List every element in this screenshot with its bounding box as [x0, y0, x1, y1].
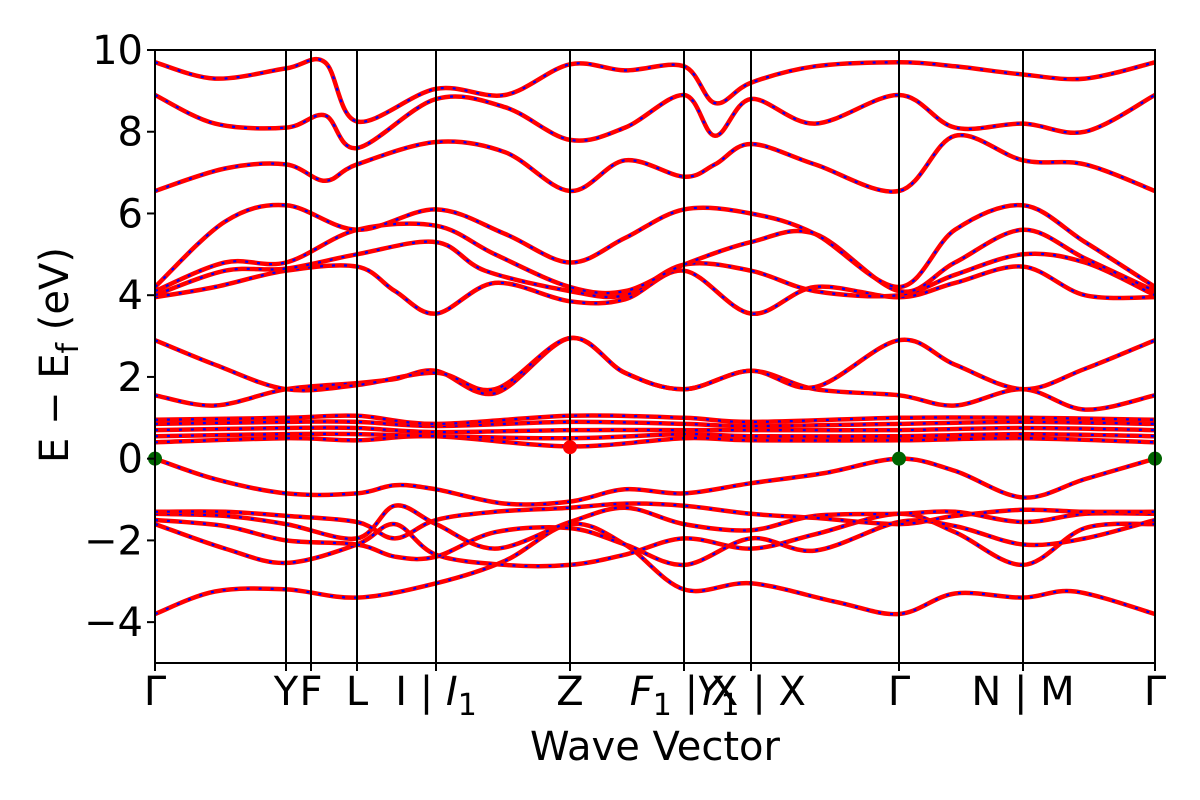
x-axis-kpath-labels: Γ L Z Γ Γ Y F I | I1 F1 | XY1 | X N | M [144, 663, 1167, 723]
band-dft-15 [155, 221, 1155, 296]
x-tick-label-10: Γ [1144, 669, 1167, 715]
band-wannier-5 [155, 457, 1155, 506]
plot-frame [154, 49, 1156, 664]
band-dft-0 [155, 521, 1155, 617]
y-tick-label-6: 8 [118, 110, 143, 156]
x-tick-label-8: Γ [888, 669, 911, 715]
band-dft-16 [155, 202, 1155, 290]
axes-frame [154, 49, 1156, 664]
band-dft-17 [155, 132, 1155, 194]
marker-point-2 [892, 451, 906, 466]
band-dft-11 [155, 335, 1155, 412]
x-kpath-text-4: Y1 | X [696, 669, 806, 723]
band-wannier-13 [155, 264, 1155, 315]
band-wannier-6 [155, 434, 1155, 448]
band-dft-5 [155, 456, 1155, 507]
x-tick-label-3: L [346, 669, 369, 715]
kpath-lines [285, 50, 1024, 663]
markers-layer [148, 440, 1162, 466]
y-tick-label-0: −4 [84, 600, 143, 646]
x-tick-label-0: Γ [144, 669, 167, 715]
band-wannier-16 [155, 203, 1155, 289]
band-dft-6 [155, 433, 1155, 449]
band-wannier-0 [155, 522, 1155, 616]
band-wannier-11 [155, 336, 1155, 411]
band-dft-12 [155, 335, 1155, 393]
marker-point-1 [563, 440, 577, 455]
y-tick-label-7: 10 [92, 28, 143, 74]
band-wannier-7 [155, 432, 1155, 440]
band-dft-19 [155, 56, 1155, 125]
band-wannier-18 [155, 93, 1155, 150]
y-axis-title: E − Ef (eV) [32, 247, 86, 463]
band-wannier-10 [155, 414, 1155, 426]
band-wannier-8 [155, 426, 1155, 434]
band-wannier-17 [155, 134, 1155, 193]
band-wannier-4 [155, 502, 1155, 540]
band-dft-1 [155, 511, 1155, 569]
x-tick-label-5: Z [556, 669, 583, 715]
x-kpath-text-0: Y [273, 669, 299, 715]
x-kpath-text-2: I | I1 [395, 669, 477, 723]
band-dft-13 [155, 263, 1155, 316]
band-dft-2 [155, 517, 1155, 568]
band-wannier-9 [155, 420, 1155, 428]
y-tick-label-4: 4 [118, 273, 143, 319]
y-axis-ticks: −4 −2 0 2 4 6 8 10 [84, 28, 155, 646]
band-dft-18 [155, 92, 1155, 151]
band-dft-9 [155, 419, 1155, 429]
band-dft-8 [155, 425, 1155, 435]
bands-layer [155, 56, 1155, 617]
y-tick-label-3: 2 [118, 355, 143, 401]
x-kpath-text-5: N | M [971, 669, 1074, 715]
y-tick-label-1: −2 [84, 518, 143, 564]
y-tick-label-5: 6 [118, 191, 143, 237]
x-axis-title: Wave Vector [530, 724, 781, 770]
x-kpath-text-1: F [299, 669, 322, 715]
band-wannier-14 [155, 240, 1155, 299]
y-tick-label-2: 0 [118, 437, 143, 483]
x-kpath-text-3: F1 | X [630, 669, 738, 723]
